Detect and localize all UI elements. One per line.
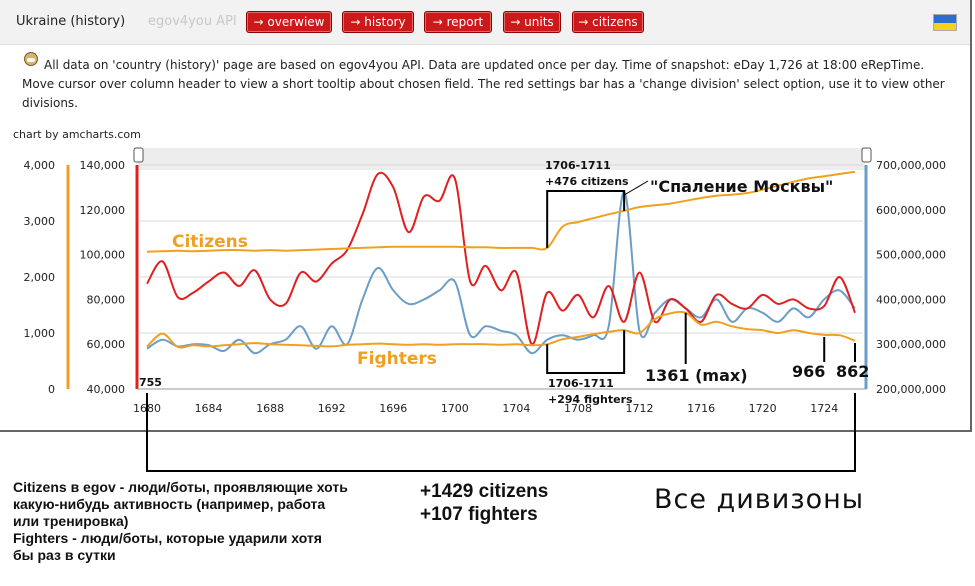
right-tick-label: 700,000,000 <box>876 159 946 172</box>
citizens-series-label: Citizens <box>172 232 248 252</box>
max-label: 1361 (max) <box>645 366 748 385</box>
page-title: Ukraine (history) <box>16 14 126 29</box>
x-tick-label: 1724 <box>810 402 838 415</box>
x-tick-label: 1720 <box>749 402 777 415</box>
citizens-box-period: 1706-1711 <box>545 159 611 172</box>
scroll-handle-left[interactable] <box>133 147 144 163</box>
note-line: бы раз в сутки <box>13 547 116 563</box>
fighters-tick-label: 0 <box>48 383 55 396</box>
fighters-series-label: Fighters <box>357 349 437 369</box>
red-tick-label: 80,000 <box>87 293 126 306</box>
nav-report-button[interactable]: → report <box>424 11 492 33</box>
fighters-tick-label: 2,000 <box>24 271 56 284</box>
history-panel: Ukraine (history) egov4you API → overwie… <box>0 0 972 432</box>
fighters-box-delta: +294 fighters <box>548 393 633 406</box>
scrollbar-track[interactable] <box>138 148 865 170</box>
x-tick-label: 1680 <box>133 402 161 415</box>
right-tick-label: 400,000,000 <box>876 293 946 306</box>
x-tick-label: 1692 <box>318 402 346 415</box>
info-icon <box>24 52 38 66</box>
info-text: All data on 'country (history)' page are… <box>22 58 945 110</box>
fighters-tick-label: 1,000 <box>24 327 56 340</box>
citizens-change-bracket <box>546 190 626 248</box>
right-tick-label: 300,000,000 <box>876 338 946 351</box>
fighters-tick-label: 3,000 <box>24 215 56 228</box>
x-tick-label: 1688 <box>256 402 284 415</box>
moscow-label: "Спаление Москвы" <box>650 177 833 196</box>
history-chart: 4,000 3,000 2,000 1,000 0 140,000 120,000 100,0… <box>24 147 946 415</box>
nav-history-button[interactable]: → history <box>342 11 414 33</box>
x-tick-label: 1700 <box>441 402 469 415</box>
flag-blue-stripe <box>934 15 956 23</box>
x-tick-label: 1716 <box>687 402 715 415</box>
delta-citizens: +1429 citizens <box>420 481 549 502</box>
nav-citizens-button[interactable]: → citizens <box>572 11 644 33</box>
right-tick-label: 600,000,000 <box>876 204 946 217</box>
red-tick-label: 60,000 <box>87 338 126 351</box>
header-bar: Ukraine (history) egov4you API → overwie… <box>0 0 970 45</box>
fighters-box-period: 1706-1711 <box>548 377 614 390</box>
x-tick-label: 1696 <box>379 402 407 415</box>
ukraine-flag-icon[interactable] <box>933 14 957 31</box>
red-tick-label: 120,000 <box>80 204 126 217</box>
note-line: какую-нибудь активность (например, работ… <box>13 496 326 512</box>
x-tick-label: 1684 <box>195 402 223 415</box>
nav-overview-button[interactable]: → overwiew <box>246 11 332 33</box>
right-tick-label: 200,000,000 <box>876 383 946 396</box>
explanation-notes: Citizens в egov - люди/боты, проявляющие… <box>13 479 413 564</box>
note-line: Citizens в egov - люди/боты, проявляющие… <box>13 479 348 495</box>
delta-fighters: +107 fighters <box>420 504 538 525</box>
scroll-handle-right[interactable] <box>861 147 872 163</box>
chart-credit-link[interactable]: chart by amcharts.com <box>13 128 141 141</box>
note-line: или тренировка) <box>13 513 129 529</box>
right-tick-label: 500,000,000 <box>876 249 946 262</box>
citizens-line <box>146 170 856 253</box>
citizens-box-delta: +476 citizens <box>545 175 629 188</box>
start-value-label: 755 <box>139 376 162 389</box>
red-tick-label: 140,000 <box>80 159 126 172</box>
fighters-change-bracket <box>546 330 626 374</box>
value-862-label: 862 <box>836 362 869 381</box>
moscow-pointer-line <box>623 180 649 196</box>
red-series-line <box>146 171 856 346</box>
fighters-tick-label: 4,000 <box>24 159 56 172</box>
value-966-label: 966 <box>792 362 825 381</box>
all-divisions-label: Все дивизоны <box>654 484 865 515</box>
flag-yellow-stripe <box>934 22 956 30</box>
x-tick-label: 1704 <box>502 402 530 415</box>
note-line: Fighters - люди/боты, которые ударили хо… <box>13 530 322 546</box>
red-tick-label: 40,000 <box>87 383 126 396</box>
api-label: egov4you API <box>148 14 237 29</box>
fighters-line <box>146 310 856 349</box>
delta-summary: +1429 citizens +107 fighters <box>420 480 548 526</box>
nav-units-button[interactable]: → units <box>503 11 561 33</box>
red-tick-label: 100,000 <box>80 249 126 262</box>
